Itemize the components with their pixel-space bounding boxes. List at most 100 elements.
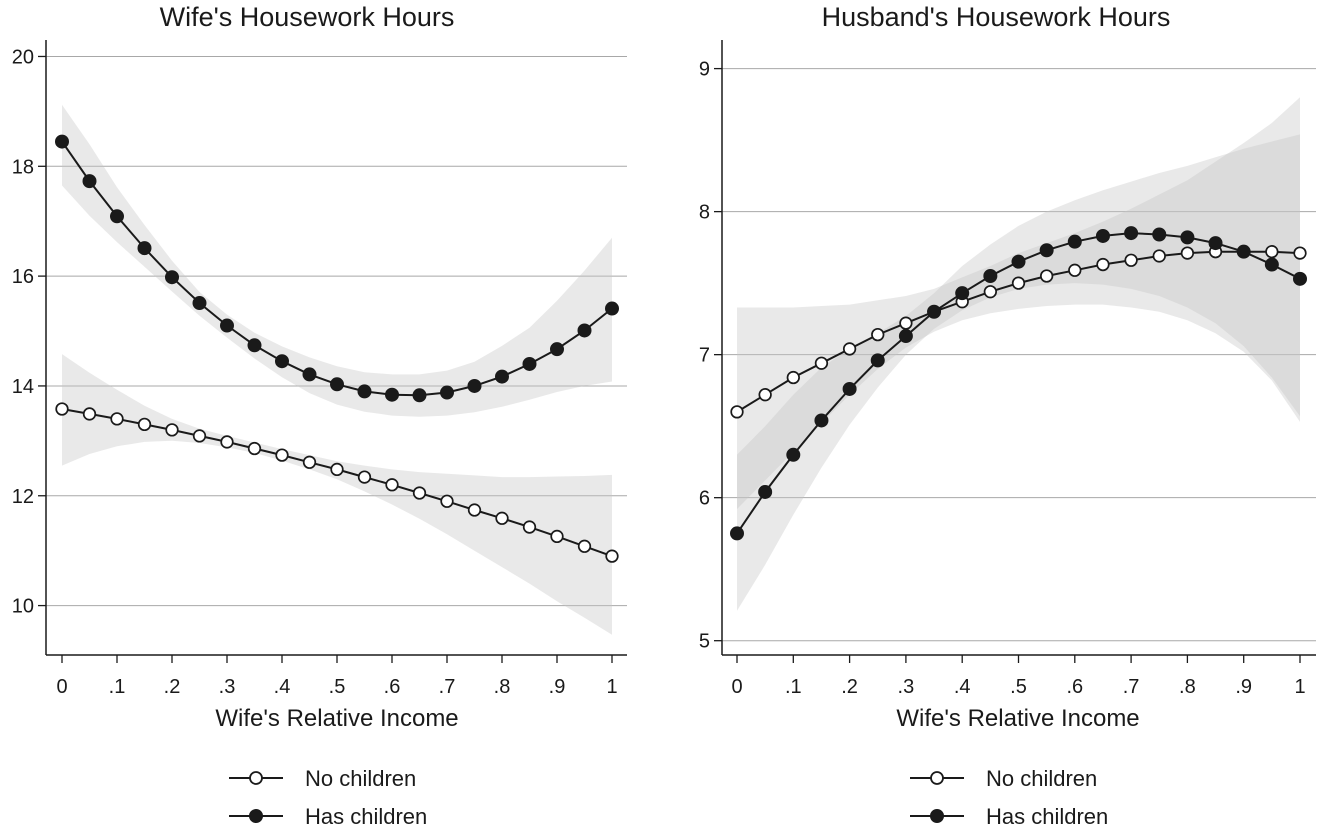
husband-y-tick-label: 5	[699, 631, 710, 653]
husband-x-tick-label: .8	[1179, 676, 1196, 698]
husband-x-tick-label: .2	[841, 676, 858, 698]
wife-point-has-children	[302, 367, 317, 382]
husband-x-tick-label: .9	[1235, 676, 1252, 698]
husband-x-tick-label: .3	[898, 676, 915, 698]
wife-y-tick-label: 12	[12, 486, 34, 508]
husband-point-no-children	[1124, 253, 1138, 267]
husband-point-no-children	[983, 285, 997, 299]
husband-point-no-children	[1011, 276, 1026, 290]
wife-legend-label-no-children: No children	[305, 766, 416, 791]
husband-legend-item-has-children: Has children	[910, 804, 1108, 829]
wife-ci-band-has-children	[62, 104, 612, 417]
husband-point-has-children	[1124, 226, 1139, 241]
husband-housework-panel: Husband's Housework Hours 5 6 7 8 9 0 .1 .2 .3.…	[699, 2, 1316, 829]
husband-y-tick-label: 6	[699, 488, 710, 510]
wife-x-tick-label: .1	[109, 676, 126, 698]
husband-x-tick-label: .5	[1010, 676, 1027, 698]
husband-point-has-children	[1264, 257, 1279, 272]
wife-panel-title: Wife's Housework Hours	[160, 2, 455, 32]
wife-point-has-children	[192, 296, 207, 311]
wife-legend-item-has-children: Has children	[229, 804, 427, 829]
husband-point-has-children	[1095, 228, 1110, 243]
husband-point-has-children	[1039, 243, 1054, 258]
husband-point-has-children	[898, 329, 913, 344]
husband-point-has-children	[1236, 244, 1251, 259]
husband-point-has-children	[870, 353, 885, 368]
wife-x-ticks: 0 .1 .2 .3 .4 .5 .6 .7 .8 .9 1	[56, 655, 618, 698]
husband-grid	[722, 68, 1316, 642]
wife-x-tick-label: .4	[274, 676, 291, 698]
husband-legend-label-no-children: No children	[986, 766, 1097, 791]
wife-point-no-children	[385, 478, 399, 492]
husband-point-has-children	[814, 413, 829, 428]
husband-point-has-children	[1180, 230, 1195, 245]
wife-y-tick-label: 20	[12, 46, 34, 68]
wife-point-has-children	[165, 270, 179, 285]
wife-point-has-children	[275, 354, 289, 369]
husband-x-tick-label: .1	[785, 676, 802, 698]
wife-legend-marker-has-children	[249, 809, 263, 823]
wife-housework-panel: Wife's Housework Hours 10 12 14 16 18 20 0 .1.…	[12, 2, 627, 829]
husband-x-axis-label: Wife's Relative Income	[896, 705, 1139, 732]
husband-ci-bands	[737, 97, 1300, 611]
wife-y-tick-label: 16	[12, 266, 34, 288]
husband-point-has-children	[927, 304, 942, 319]
wife-x-tick-label: .6	[384, 676, 401, 698]
husband-y-tick-label: 7	[699, 345, 710, 367]
wife-x-tick-label: .8	[494, 676, 511, 698]
husband-point-no-children	[730, 405, 744, 419]
wife-point-no-children	[165, 423, 179, 437]
wife-point-no-children	[440, 494, 454, 508]
husband-y-ticks: 5 6 7 8 9	[699, 59, 722, 653]
husband-legend-item-no-children: No children	[910, 766, 1097, 791]
husband-point-no-children	[1096, 257, 1110, 272]
husband-point-no-children	[1068, 263, 1082, 277]
wife-point-has-children	[577, 323, 592, 338]
wife-point-has-children	[137, 241, 152, 256]
wife-point-no-children	[275, 448, 289, 462]
husband-x-ticks: 0 .1 .2 .3 .4 .5 .6 .7 .8 .9 1	[731, 655, 1306, 698]
wife-point-no-children	[467, 503, 482, 517]
wife-point-has-children	[440, 385, 454, 400]
wife-ci-band-no-children	[62, 354, 612, 635]
wife-x-tick-label: 1	[606, 676, 617, 698]
husband-point-no-children	[842, 342, 857, 356]
wife-point-has-children	[330, 377, 344, 392]
wife-point-no-children	[247, 441, 262, 456]
husband-series-markers	[730, 226, 1307, 541]
husband-point-has-children	[1067, 234, 1082, 249]
husband-point-has-children	[1208, 236, 1223, 251]
wife-y-ticks: 10 12 14 16 18 20	[12, 46, 46, 618]
wife-point-no-children	[522, 520, 537, 534]
wife-point-no-children	[110, 412, 124, 426]
husband-point-has-children	[983, 268, 998, 283]
husband-point-no-children	[871, 327, 885, 342]
wife-legend-marker-no-children	[249, 771, 263, 785]
wife-y-tick-label: 10	[12, 596, 34, 618]
wife-x-tick-label: .5	[329, 676, 346, 698]
wife-point-has-children	[605, 301, 619, 316]
wife-x-tick-label: 0	[56, 676, 67, 698]
husband-x-tick-label: 1	[1294, 676, 1305, 698]
husband-ci-band-has-children	[737, 134, 1300, 611]
husband-point-no-children	[1152, 249, 1166, 263]
wife-point-no-children	[55, 402, 69, 416]
wife-point-has-children	[82, 174, 97, 189]
wife-point-has-children	[220, 318, 234, 333]
husband-legend: No children Has children	[910, 766, 1108, 829]
wife-point-has-children	[550, 342, 564, 357]
wife-point-no-children	[605, 549, 619, 563]
husband-point-has-children	[1011, 254, 1026, 269]
husband-point-no-children	[786, 370, 800, 385]
husband-panel-title: Husband's Housework Hours	[822, 2, 1171, 32]
husband-point-has-children	[1152, 227, 1167, 242]
husband-legend-marker-has-children	[930, 809, 944, 823]
husband-point-has-children	[955, 286, 970, 301]
wife-point-no-children	[137, 417, 152, 432]
husband-point-has-children	[842, 381, 857, 396]
wife-point-has-children	[357, 384, 372, 399]
wife-point-no-children	[577, 539, 592, 553]
wife-y-tick-label: 14	[12, 376, 34, 398]
wife-point-no-children	[330, 462, 344, 477]
